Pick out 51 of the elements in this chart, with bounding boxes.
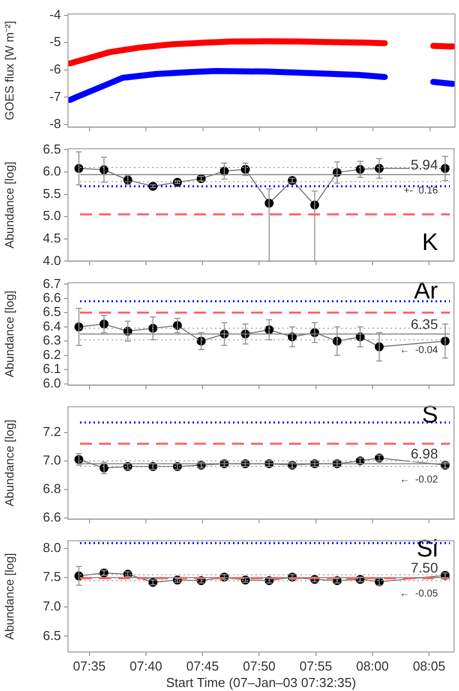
y-tick-label: 6.6	[42, 290, 61, 306]
y-tick-label: -8	[49, 116, 61, 132]
y-tick-label: 5.0	[42, 208, 61, 224]
annotation: ← -0.02	[400, 474, 438, 486]
y-tick-label: 8.0	[42, 540, 61, 555]
y-tick-label: 6.4	[42, 318, 61, 334]
y-tick-label: 6.5	[42, 628, 61, 643]
y-tick-label: 7.5	[42, 569, 61, 584]
y-tick-label: -5	[49, 34, 61, 50]
y-axis-title: Abundance [log]	[2, 162, 17, 248]
y-axis-title: GOES flux [W m⁻²]	[2, 20, 17, 120]
y-tick-label: 6.0	[42, 164, 61, 179]
ref-line-label: 6.35	[410, 316, 438, 332]
chart-title: Si	[416, 535, 438, 562]
annotation: ← -0.04	[400, 344, 438, 356]
y-tick-label: 6.7	[42, 276, 61, 291]
x-tick-label: 07:55	[300, 658, 332, 674]
annotation: +- 0.16	[404, 185, 438, 196]
x-tick-label: 07:35	[73, 658, 106, 674]
y-axis-title: Abundance [log]	[2, 420, 17, 506]
y-tick-label: 5.5	[42, 186, 61, 201]
y-tick-label: -4	[49, 6, 61, 22]
y-tick-label: 4.5	[42, 230, 61, 246]
y-axis-title: Abundance [log]	[2, 553, 17, 640]
y-tick-label: 7.0	[42, 598, 61, 614]
y-tick-label: 6.5	[42, 304, 61, 320]
y-tick-label: 6.6	[42, 509, 61, 524]
text: K	[422, 228, 438, 256]
y-axis-title: Abundance [log]	[2, 290, 17, 378]
x-tick-label: 07:45	[186, 658, 219, 674]
x-axis-title: Start Time (07–Jan–03 07:32:35)	[166, 674, 356, 690]
y-tick-label: 7.0	[42, 452, 61, 468]
y-tick-label: 6.3	[42, 332, 61, 348]
ref-line-label: 5.94	[410, 156, 438, 173]
y-tick-label: 6.0	[42, 375, 61, 390]
x-tick-label: 08:05	[412, 658, 446, 674]
y-tick-label: 6.8	[42, 480, 61, 496]
x-tick-label: 08:00	[356, 658, 389, 674]
y-tick-label: 6.2	[42, 346, 61, 362]
y-tick-label: -6	[49, 61, 61, 76]
x-tick-label: 07:50	[242, 658, 276, 674]
y-tick-label: 7.2	[42, 424, 61, 439]
ref-line-label: 6.98	[410, 446, 438, 462]
y-tick-label: -7	[49, 88, 61, 104]
annotation: ← -0.05	[400, 588, 438, 600]
chart-title: Ar	[414, 277, 438, 304]
ref-line-label: 7.50	[410, 560, 438, 576]
x-tick-label: 07:40	[130, 658, 162, 674]
y-tick-label: 6.5	[42, 141, 61, 156]
y-tick-label: 6.1	[42, 361, 61, 376]
y-tick-label: 4.0	[42, 252, 61, 268]
